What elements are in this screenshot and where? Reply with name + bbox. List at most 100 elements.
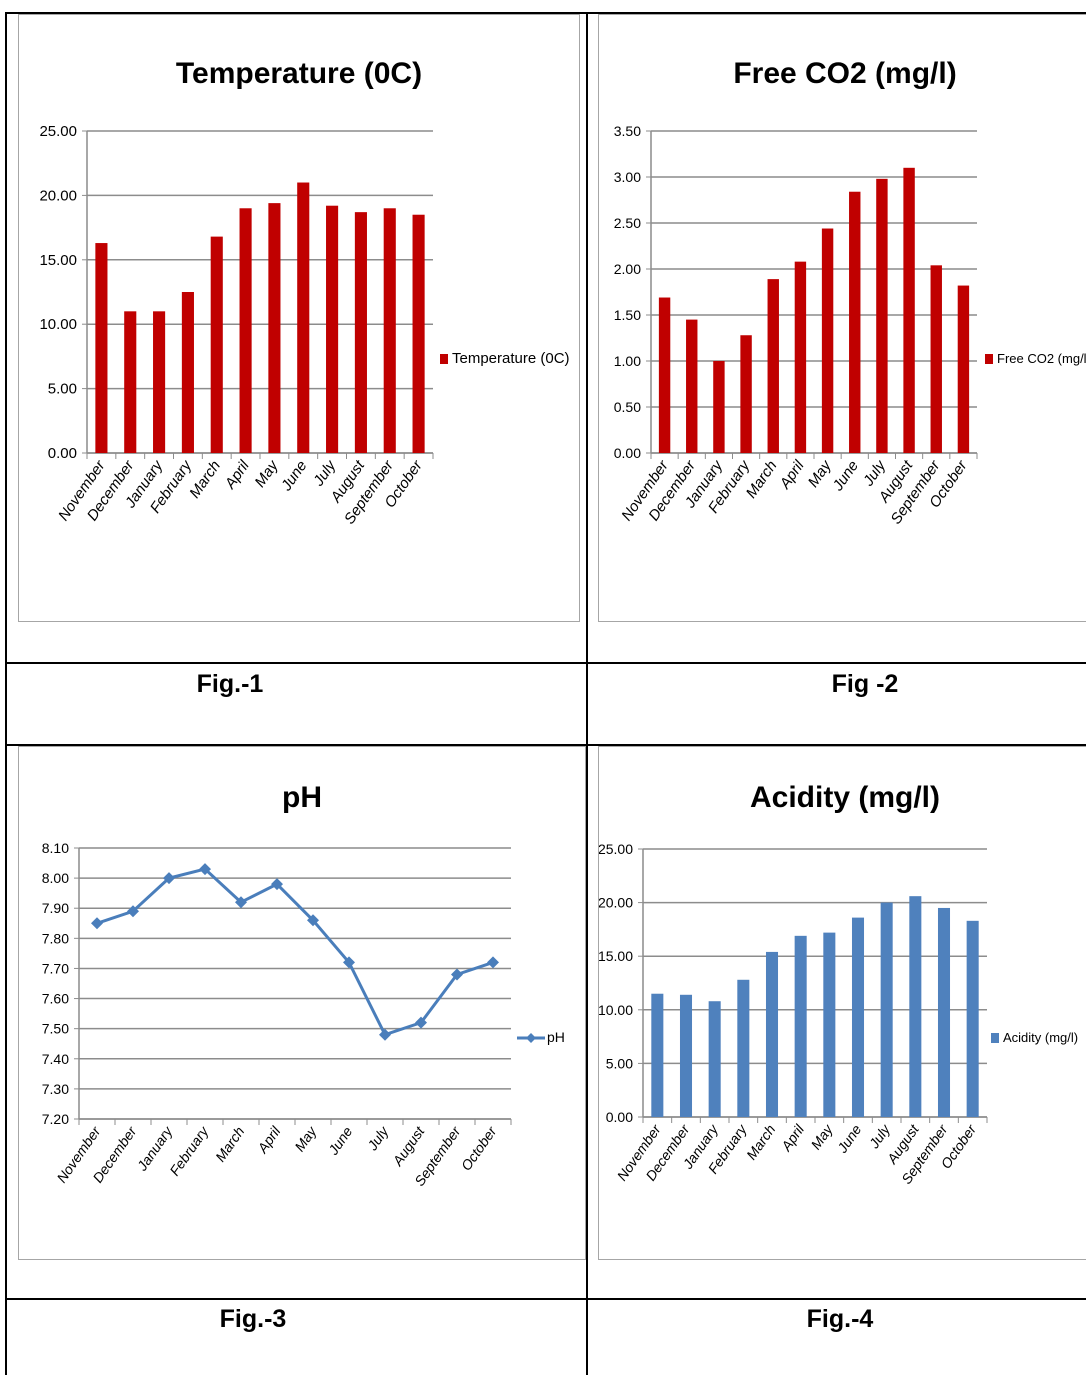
x-tick-label: July: [363, 1123, 392, 1154]
bar: [181, 292, 194, 453]
bar: [658, 297, 671, 453]
table-border-top: [5, 12, 1086, 14]
figure-caption-2: Fig -2: [831, 670, 899, 698]
y-tick-label: 2.50: [614, 215, 641, 231]
legend-label: Free CO2 (mg/l): [997, 351, 1086, 366]
data-point: [271, 878, 283, 891]
y-tick-label: 0.00: [614, 445, 641, 461]
temperature-chart-svg: Temperature (0C) 0.00 5.00 10.00 15.00 20.00 2…: [39, 57, 570, 527]
bar: [268, 203, 281, 453]
bar: [124, 311, 137, 453]
y-tick-label: 0.50: [614, 399, 641, 415]
y-tick-label: 0.00: [606, 1109, 633, 1125]
data-point: [307, 914, 319, 927]
acidity-chart-svg: Acidity (mg/l) 0.00 5.00 10.00 15.00 20.00 25.…: [599, 781, 1078, 1187]
data-point: [379, 1028, 391, 1041]
bar: [937, 907, 951, 1117]
data-point: [91, 917, 103, 930]
y-tick-label: 1.50: [614, 307, 641, 323]
bar: [383, 208, 396, 453]
y-tick-label: 7.90: [42, 900, 69, 916]
x-tick-label: May: [291, 1123, 320, 1155]
y-tick-label: 0.00: [48, 445, 77, 462]
table-divider-row2: [5, 744, 1086, 746]
chart-title: Temperature (0C): [176, 57, 422, 90]
bar: [849, 191, 861, 453]
bar: [95, 243, 108, 453]
bar: [740, 335, 752, 453]
y-tick-label: 3.00: [614, 169, 641, 185]
y-tick-label: 7.50: [42, 1021, 69, 1037]
chart-title: Free CO2 (mg/l): [733, 57, 956, 90]
x-tick-label: March: [743, 1121, 779, 1162]
data-point: [127, 905, 139, 918]
data-point: [451, 968, 463, 981]
data-point: [343, 956, 355, 969]
ph-chart: pH 7.20 7.30 7.40 7.50 7.60 7.70 7.80 7.90 8.00 8.…: [18, 746, 586, 1260]
y-tick-label: 25.00: [39, 123, 77, 140]
bar: [651, 993, 664, 1117]
x-tick-label: October: [458, 1122, 500, 1173]
bar: [737, 979, 750, 1117]
legend-label: Acidity (mg/l): [1003, 1030, 1078, 1045]
bar: [239, 208, 252, 453]
bar: [767, 279, 779, 453]
x-tick-label: June: [833, 1121, 864, 1156]
bar: [297, 182, 310, 453]
acidity-chart: Acidity (mg/l) 0.00 5.00 10.00 15.00 20.00 25.…: [598, 746, 1086, 1260]
y-tick-label: 7.70: [42, 960, 69, 976]
legend-label: pH: [547, 1029, 565, 1045]
bar: [880, 902, 893, 1117]
bar: [210, 236, 223, 453]
bar: [794, 261, 807, 453]
legend-marker: [526, 1033, 536, 1043]
table-divider-row3: [5, 1298, 1086, 1300]
table-divider-row1: [5, 662, 1086, 664]
x-tick-label: July: [865, 1121, 894, 1152]
bar: [909, 896, 922, 1117]
temperature-chart: Temperature (0C) 0.00 5.00 10.00 15.00 20.00 2…: [18, 14, 580, 622]
bar: [679, 994, 693, 1117]
bar: [765, 951, 779, 1117]
x-tick-label: March: [186, 458, 224, 502]
data-point: [235, 896, 247, 909]
y-tick-label: 7.20: [42, 1111, 69, 1127]
data-point: [415, 1016, 427, 1029]
bar: [326, 205, 339, 453]
x-tick-label: April: [221, 457, 253, 493]
y-tick-label: 10.00: [39, 316, 77, 333]
legend-label: Temperature (0C): [452, 350, 570, 367]
series-line: [96, 867, 494, 1037]
chart-title: Acidity (mg/l): [750, 781, 940, 814]
y-tick-label: 2.00: [614, 261, 641, 277]
bar: [354, 212, 367, 453]
x-tick-label: April: [776, 457, 808, 493]
x-tick-label: April: [777, 1121, 807, 1155]
y-tick-label: 7.80: [42, 930, 69, 946]
figure-caption-3: Fig.-3: [219, 1305, 287, 1333]
y-tick-label: 1.00: [614, 353, 641, 369]
data-point: [487, 956, 499, 969]
bar: [876, 178, 888, 453]
x-tick-label: June: [324, 1123, 355, 1158]
y-tick-label: 8.10: [42, 840, 69, 856]
x-tick-label: May: [808, 1121, 837, 1153]
x-tick-label: May: [252, 456, 283, 490]
y-tick-label: 5.00: [48, 381, 77, 398]
bar: [966, 920, 979, 1117]
legend-swatch: [991, 1033, 999, 1043]
chart-title: pH: [282, 781, 322, 814]
table-border-left: [5, 12, 7, 1375]
y-tick-label: 20.00: [39, 187, 77, 204]
y-tick-label: 7.30: [42, 1081, 69, 1097]
legend-swatch: [985, 354, 993, 364]
y-tick-label: 7.40: [42, 1051, 69, 1067]
y-tick-label: 15.00: [599, 948, 633, 964]
bar: [708, 1001, 721, 1117]
y-tick-label: 25.00: [599, 841, 633, 857]
bar: [930, 265, 942, 453]
y-tick-label: 10.00: [599, 1002, 633, 1018]
x-tick-label: April: [254, 1123, 284, 1157]
bar: [903, 167, 915, 454]
free-co2-chart: Free CO2 (mg/l) 0.00 0.50 1.00 1.50 2.00 2.50 3…: [598, 14, 1086, 622]
